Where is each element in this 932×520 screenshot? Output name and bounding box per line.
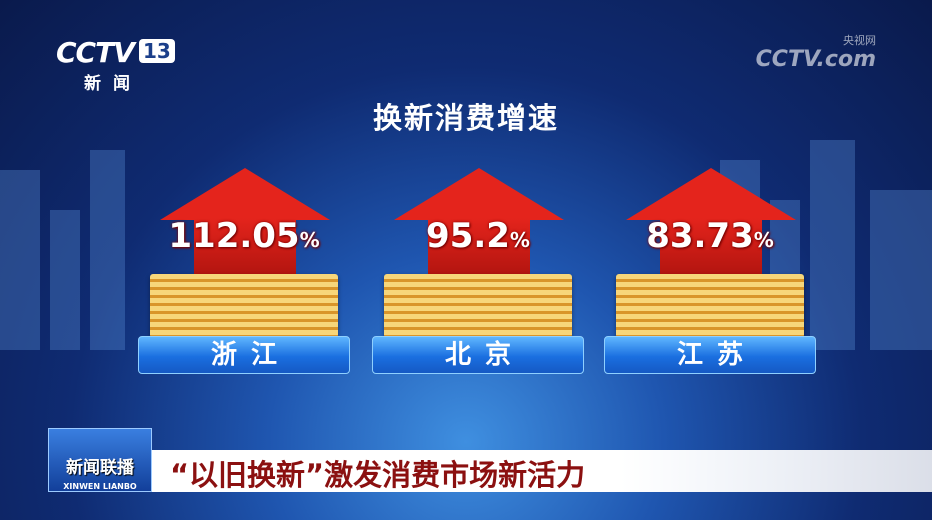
- region-label: 江苏: [604, 336, 816, 374]
- arrow-up-icon: [160, 168, 330, 278]
- arrow-up-icon: [626, 168, 796, 278]
- growth-value: 112.05%: [168, 216, 320, 256]
- gold-bars-icon: [150, 274, 338, 338]
- infographic-title: 换新消费增速: [372, 101, 559, 135]
- headline-banner: “以旧换新”激发消费市场新活力: [152, 450, 932, 492]
- cctv-com-watermark: 央视网 CCTV.com: [756, 34, 876, 73]
- growth-value: 83.73%: [646, 216, 774, 256]
- region-label: 浙江: [138, 336, 350, 374]
- program-logo: 新闻联播 XINWEN LIANBO: [48, 428, 152, 492]
- growth-value: 95.2%: [426, 216, 530, 256]
- region-label: 北京: [372, 336, 584, 374]
- gold-bars-icon: [384, 274, 572, 338]
- watermark-name: 央视网: [843, 34, 876, 47]
- gold-bars-icon: [616, 274, 804, 338]
- watermark-brand: CCTV.com: [755, 47, 876, 72]
- cctv13-logo: CCTV 13 新闻: [56, 36, 175, 94]
- headline-text: “以旧换新”激发消费市场新活力: [170, 458, 586, 492]
- arrow-up-icon: [394, 168, 564, 278]
